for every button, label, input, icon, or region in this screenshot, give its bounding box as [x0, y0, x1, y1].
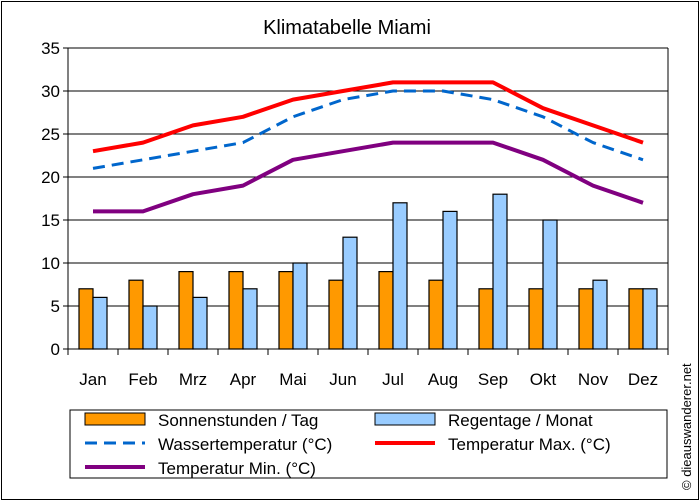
x-tick-label: Mai — [279, 370, 306, 389]
bar-regentage — [342, 236, 358, 350]
legend-swatch — [84, 412, 146, 426]
bar-regentage — [592, 279, 608, 350]
bar-sonnenstunden — [178, 271, 194, 350]
bar-sonnenstunden — [578, 288, 594, 350]
bar-sonnenstunden — [278, 271, 294, 350]
y-tick-label: 30 — [41, 82, 60, 101]
y-tick-label: 25 — [41, 125, 60, 144]
legend-swatch — [374, 412, 436, 426]
x-tick-label: Mrz — [179, 370, 207, 389]
bar-sonnenstunden — [78, 288, 94, 350]
legend-label: Regentage / Monat — [448, 411, 593, 430]
x-tick-label: Jun — [329, 370, 356, 389]
x-tick-label: Sep — [478, 370, 508, 389]
y-tick-label: 5 — [51, 297, 60, 316]
x-tick-label: Okt — [530, 370, 557, 389]
chart-title: Klimatabelle Miami — [263, 17, 431, 39]
line-series-2 — [93, 140, 644, 214]
line-series-1 — [92, 80, 644, 154]
bar-regentage — [292, 262, 308, 350]
y-tick-label: 10 — [41, 254, 60, 273]
x-tick-label: Aug — [428, 370, 458, 389]
legend-label: Sonnenstunden / Tag — [158, 411, 318, 430]
bar-sonnenstunden — [628, 288, 644, 350]
bar-regentage — [92, 296, 108, 350]
watermark: © dieauswanderer.net — [679, 363, 694, 490]
bar-regentage — [492, 193, 508, 350]
x-tick-label: Nov — [578, 370, 609, 389]
bar-regentage — [442, 210, 458, 350]
legend-label: Temperatur Max. (°C) — [448, 435, 611, 454]
bar-regentage — [542, 219, 558, 350]
x-tick-label: Jul — [382, 370, 404, 389]
bar-regentage — [142, 305, 158, 350]
bar-sonnenstunden — [478, 288, 494, 350]
bar-regentage — [192, 296, 208, 350]
bar-sonnenstunden — [128, 279, 144, 350]
bar-sonnenstunden — [428, 279, 444, 350]
y-tick-label: 35 — [41, 39, 60, 58]
bar-sonnenstunden — [378, 271, 394, 350]
y-tick-label: 20 — [41, 168, 60, 187]
line-series-0 — [92, 89, 644, 170]
legend-box — [69, 409, 668, 479]
x-tick-label: Dez — [628, 370, 658, 389]
bar-sonnenstunden — [228, 271, 244, 350]
bar-sonnenstunden — [328, 279, 344, 350]
legend-label: Temperatur Min. (°C) — [158, 459, 316, 478]
y-tick-label: 15 — [41, 211, 60, 230]
x-tick-label: Jan — [79, 370, 106, 389]
y-tick-label: 0 — [51, 340, 60, 359]
bar-sonnenstunden — [528, 288, 544, 350]
x-tick-label: Apr — [230, 370, 257, 389]
bar-regentage — [392, 202, 408, 350]
bar-regentage — [642, 288, 658, 350]
legend-label: Wassertemperatur (°C) — [158, 435, 332, 454]
bar-regentage — [242, 288, 258, 350]
x-tick-label: Feb — [128, 370, 157, 389]
